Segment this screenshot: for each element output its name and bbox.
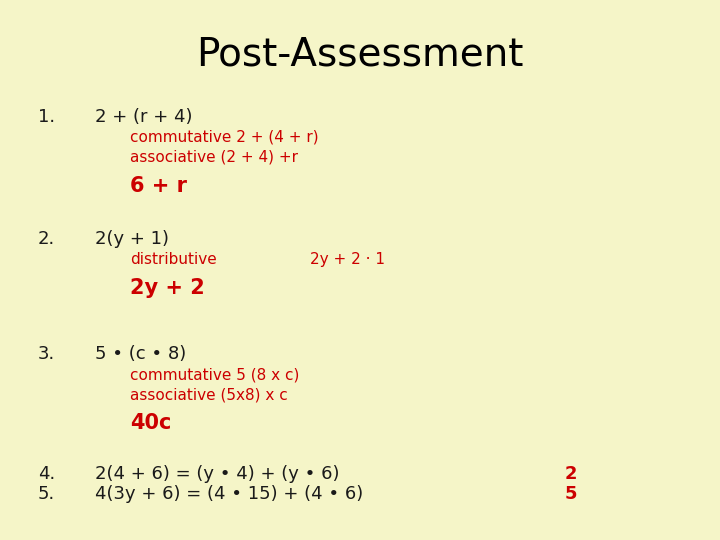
Text: 4.: 4. (38, 465, 55, 483)
Text: 6 + r: 6 + r (130, 176, 187, 196)
Text: associative (2 + 4) +r: associative (2 + 4) +r (130, 150, 298, 165)
Text: 2 + (r + 4): 2 + (r + 4) (95, 108, 192, 126)
Text: 1.: 1. (38, 108, 55, 126)
Text: commutative 5 (8 x c): commutative 5 (8 x c) (130, 367, 300, 382)
Text: 2(4 + 6) = (y • 4) + (y • 6): 2(4 + 6) = (y • 4) + (y • 6) (95, 465, 340, 483)
Text: 5: 5 (565, 485, 577, 503)
Text: 5 • (c • 8): 5 • (c • 8) (95, 345, 186, 363)
Text: 4(3y + 6) = (4 • 15) + (4 • 6): 4(3y + 6) = (4 • 15) + (4 • 6) (95, 485, 364, 503)
Text: 2y + 2: 2y + 2 (130, 278, 204, 298)
Text: 3.: 3. (38, 345, 55, 363)
Text: commutative 2 + (4 + r): commutative 2 + (4 + r) (130, 130, 319, 145)
Text: 2.: 2. (38, 230, 55, 248)
Text: 2: 2 (565, 465, 577, 483)
Text: distributive: distributive (130, 252, 217, 267)
Text: 2(y + 1): 2(y + 1) (95, 230, 169, 248)
Text: Post-Assessment: Post-Assessment (197, 35, 523, 73)
Text: 2y + 2 · 1: 2y + 2 · 1 (310, 252, 385, 267)
Text: associative (5x8) x c: associative (5x8) x c (130, 387, 288, 402)
Text: 5.: 5. (38, 485, 55, 503)
Text: 40c: 40c (130, 413, 171, 433)
